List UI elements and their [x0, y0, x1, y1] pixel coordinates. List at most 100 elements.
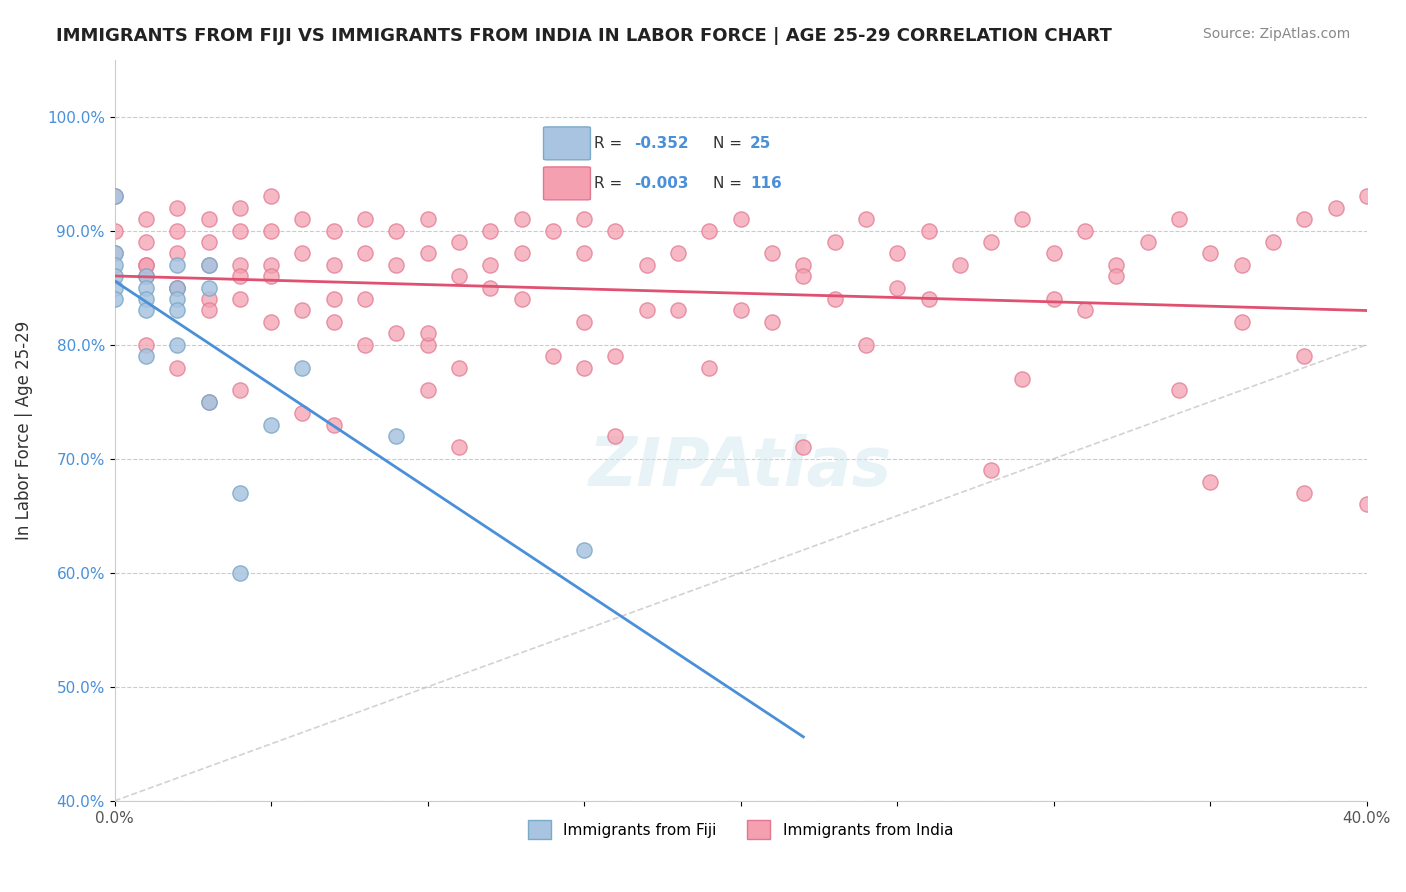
Point	[229, 258, 252, 272]
Point	[1042, 246, 1064, 260]
Point	[291, 406, 314, 420]
Point	[447, 235, 470, 249]
Text: ZIPAtlas: ZIPAtlas	[589, 434, 893, 500]
Point	[792, 441, 814, 455]
Point	[322, 315, 344, 329]
Point	[291, 360, 314, 375]
Point	[291, 303, 314, 318]
Point	[197, 258, 219, 272]
Point	[510, 212, 533, 227]
Point	[1042, 292, 1064, 306]
Point	[824, 292, 846, 306]
Point	[166, 281, 188, 295]
Point	[166, 360, 188, 375]
Point	[1168, 212, 1191, 227]
Point	[479, 281, 502, 295]
Text: Source: ZipAtlas.com: Source: ZipAtlas.com	[1202, 27, 1350, 41]
Point	[104, 292, 127, 306]
Point	[541, 349, 564, 363]
Point	[166, 303, 188, 318]
Point	[229, 566, 252, 580]
Point	[260, 315, 283, 329]
Point	[229, 224, 252, 238]
Point	[197, 212, 219, 227]
Point	[354, 292, 377, 306]
Point	[824, 235, 846, 249]
Point	[792, 269, 814, 284]
Point	[980, 463, 1002, 477]
Point	[260, 224, 283, 238]
Point	[666, 303, 689, 318]
Point	[1294, 349, 1316, 363]
Point	[510, 246, 533, 260]
Point	[699, 224, 721, 238]
Point	[1261, 235, 1284, 249]
Point	[197, 394, 219, 409]
Point	[572, 543, 595, 558]
Point	[416, 337, 439, 351]
Point	[479, 258, 502, 272]
Point	[166, 246, 188, 260]
Point	[572, 315, 595, 329]
Y-axis label: In Labor Force | Age 25-29: In Labor Force | Age 25-29	[15, 320, 32, 540]
Point	[104, 258, 127, 272]
Point	[1199, 475, 1222, 489]
Point	[229, 269, 252, 284]
Point	[1355, 497, 1378, 511]
Point	[730, 212, 752, 227]
Point	[1324, 201, 1347, 215]
Point	[1294, 486, 1316, 500]
Point	[354, 246, 377, 260]
Point	[135, 269, 157, 284]
Point	[104, 246, 127, 260]
Point	[385, 258, 408, 272]
Point	[135, 212, 157, 227]
Point	[1011, 212, 1033, 227]
Point	[1105, 258, 1128, 272]
Point	[1230, 258, 1253, 272]
Point	[1294, 212, 1316, 227]
Point	[636, 258, 658, 272]
Point	[354, 337, 377, 351]
Point	[761, 246, 783, 260]
Point	[605, 224, 627, 238]
Point	[166, 201, 188, 215]
Point	[104, 281, 127, 295]
Point	[385, 224, 408, 238]
Point	[666, 246, 689, 260]
Text: IMMIGRANTS FROM FIJI VS IMMIGRANTS FROM INDIA IN LABOR FORCE | AGE 25-29 CORRELA: IMMIGRANTS FROM FIJI VS IMMIGRANTS FROM …	[56, 27, 1112, 45]
Point	[322, 417, 344, 432]
Point	[197, 235, 219, 249]
Point	[229, 201, 252, 215]
Point	[135, 337, 157, 351]
Point	[1074, 224, 1097, 238]
Point	[699, 360, 721, 375]
Point	[572, 360, 595, 375]
Point	[104, 224, 127, 238]
Point	[260, 269, 283, 284]
Point	[1011, 372, 1033, 386]
Point	[605, 429, 627, 443]
Point	[322, 292, 344, 306]
Point	[135, 269, 157, 284]
Point	[541, 224, 564, 238]
Point	[949, 258, 972, 272]
Point	[572, 212, 595, 227]
Point	[855, 212, 877, 227]
Point	[104, 189, 127, 203]
Point	[917, 224, 939, 238]
Point	[1355, 189, 1378, 203]
Point	[135, 258, 157, 272]
Point	[135, 349, 157, 363]
Point	[792, 258, 814, 272]
Point	[229, 486, 252, 500]
Point	[1074, 303, 1097, 318]
Point	[135, 303, 157, 318]
Point	[917, 292, 939, 306]
Point	[166, 224, 188, 238]
Point	[572, 246, 595, 260]
Point	[197, 281, 219, 295]
Point	[166, 281, 188, 295]
Point	[197, 292, 219, 306]
Point	[385, 429, 408, 443]
